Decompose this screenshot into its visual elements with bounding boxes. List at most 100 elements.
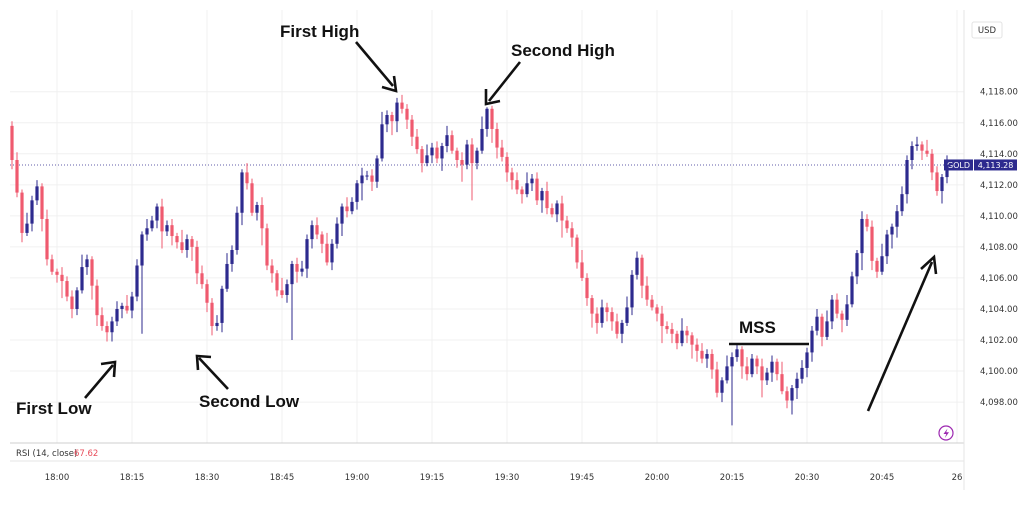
candle-body bbox=[45, 218, 49, 260]
candle-body bbox=[650, 299, 654, 308]
candle-body bbox=[790, 388, 794, 401]
first-high-arrow bbox=[355, 41, 394, 87]
candle-body bbox=[470, 144, 474, 164]
candle-body bbox=[380, 124, 384, 159]
candle-body bbox=[755, 358, 759, 367]
candle-body bbox=[450, 135, 454, 151]
candle-body bbox=[800, 367, 804, 379]
candle-body bbox=[560, 203, 564, 221]
candle-body bbox=[165, 225, 169, 232]
candle-body bbox=[230, 250, 234, 264]
candle-body bbox=[415, 136, 419, 150]
candle-body bbox=[630, 274, 634, 308]
price-axis: 4,098.00 4,100.00 4,102.00 4,104.00 4,106.00… bbox=[980, 88, 1018, 408]
candle-body bbox=[925, 150, 929, 154]
candle-body bbox=[445, 135, 449, 147]
candle-body bbox=[515, 180, 519, 190]
candle-body bbox=[565, 220, 569, 229]
candle-body bbox=[315, 225, 319, 235]
candle-body bbox=[105, 326, 109, 333]
candle-body bbox=[590, 298, 594, 314]
second-low-arrowhead bbox=[195, 354, 212, 371]
candle-body bbox=[810, 330, 814, 353]
y-tick-label: 4,102.00 bbox=[980, 336, 1018, 346]
candle-body bbox=[770, 361, 774, 373]
candle-body bbox=[135, 265, 139, 297]
candle-body bbox=[345, 206, 349, 212]
candle-body bbox=[330, 243, 334, 263]
candle-body bbox=[255, 205, 259, 213]
candle-body bbox=[625, 307, 629, 323]
candle-body bbox=[900, 194, 904, 212]
candle-body bbox=[260, 205, 264, 229]
candle-body bbox=[710, 353, 714, 370]
candle-body bbox=[310, 225, 314, 240]
candle-body bbox=[140, 234, 144, 266]
candle-body bbox=[895, 211, 899, 227]
x-tick-label: 19:30 bbox=[495, 473, 520, 483]
candle-body bbox=[805, 352, 809, 368]
candle-body bbox=[740, 349, 744, 367]
x-tick-label: 18:30 bbox=[195, 473, 220, 483]
candle-body bbox=[185, 239, 189, 250]
candle-body bbox=[325, 243, 329, 263]
candle-body bbox=[20, 192, 24, 233]
symbol-badge bbox=[944, 159, 973, 171]
candle-body bbox=[280, 290, 284, 295]
candle-body bbox=[110, 321, 114, 333]
candle-body bbox=[910, 146, 914, 160]
candle-body bbox=[25, 223, 29, 233]
candle-body bbox=[935, 172, 939, 192]
candle-body bbox=[735, 349, 739, 358]
candle-body bbox=[850, 276, 854, 305]
candle-body bbox=[765, 372, 769, 381]
candle-body bbox=[945, 164, 949, 178]
candle-body bbox=[190, 239, 194, 247]
candle-body bbox=[360, 175, 364, 184]
candle-body bbox=[155, 206, 159, 221]
candle-body bbox=[570, 228, 574, 238]
candle-body bbox=[205, 284, 209, 303]
candle-body bbox=[120, 305, 124, 309]
y-tick-label: 4,108.00 bbox=[980, 243, 1018, 253]
rsi-label: RSI (14, close) bbox=[16, 449, 77, 459]
candle-body bbox=[550, 208, 554, 215]
candle-body bbox=[355, 183, 359, 202]
candle-body bbox=[60, 274, 64, 282]
candle-body bbox=[295, 263, 299, 272]
last-price-tag: GOLD 4,113.28 bbox=[944, 159, 1017, 171]
candle-body bbox=[705, 353, 709, 359]
candle-body bbox=[645, 285, 649, 300]
candle-body bbox=[860, 218, 864, 254]
candle-body bbox=[90, 259, 94, 286]
currency-box[interactable] bbox=[971, 21, 1003, 39]
candle-body bbox=[440, 146, 444, 159]
candle-body bbox=[235, 212, 239, 250]
x-tick-label: 20:00 bbox=[645, 473, 670, 483]
candle-body bbox=[815, 316, 819, 331]
candle-body bbox=[615, 321, 619, 334]
candle-body bbox=[695, 344, 699, 351]
x-tick-label: 20:30 bbox=[795, 473, 820, 483]
first-high-label: First High bbox=[280, 22, 359, 41]
candle-body bbox=[525, 183, 529, 195]
candle-body bbox=[95, 285, 99, 316]
candle-body bbox=[605, 307, 609, 313]
candle-body bbox=[845, 304, 849, 320]
candle-body bbox=[785, 391, 789, 401]
candle-body bbox=[410, 119, 414, 137]
candle-body bbox=[665, 326, 669, 330]
candle-body bbox=[265, 228, 269, 266]
candle-body bbox=[930, 153, 934, 173]
price-badge bbox=[974, 159, 1017, 171]
time-axis: 18:00 18:15 18:30 18:45 19:00 19:15 19:30 19:45… bbox=[45, 473, 963, 483]
candle-body bbox=[920, 144, 924, 151]
candle-body bbox=[365, 175, 369, 177]
candle-body bbox=[620, 322, 624, 334]
second-low-arrow bbox=[198, 357, 229, 390]
candle-body bbox=[70, 296, 74, 309]
candle-body bbox=[775, 361, 779, 375]
candle-body bbox=[195, 246, 199, 274]
y-tick-label: 4,104.00 bbox=[980, 305, 1018, 315]
